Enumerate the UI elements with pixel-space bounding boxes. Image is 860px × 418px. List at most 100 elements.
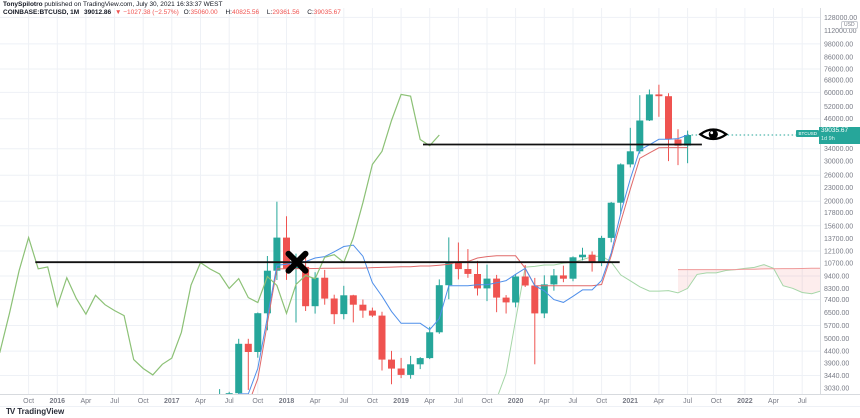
candle-2017-10	[254, 312, 262, 358]
published-byline: TonySpilotro published on TradingView.co…	[3, 1, 222, 9]
price-tick: 3900.00	[824, 361, 849, 368]
candle-2017-06	[219, 389, 221, 394]
price-tick: 34000.00	[824, 146, 853, 153]
eye-icon[interactable]	[698, 128, 729, 141]
candle-2019-10	[483, 264, 491, 302]
open-value: 35060.00	[190, 9, 218, 16]
time-tick: Jul	[339, 398, 348, 405]
time-tick: 2016	[50, 398, 66, 405]
candle-2017-08	[235, 338, 243, 394]
candle-2018-11	[378, 311, 386, 371]
time-tick: 2022	[737, 398, 753, 405]
low-label: L:	[266, 9, 273, 16]
time-tick: Oct	[482, 398, 493, 405]
price-tick: 10700.00	[824, 261, 853, 268]
grid	[0, 8, 820, 394]
time-tick: Oct	[596, 398, 607, 405]
candle-2019-09	[474, 260, 481, 296]
senkou-a-line[interactable]	[497, 255, 822, 399]
candle-2020-06	[559, 265, 567, 283]
candle-2019-06	[445, 237, 453, 300]
time-tick: Apr	[653, 398, 665, 405]
time-tick: Jul	[225, 398, 234, 405]
time-tick: Apr	[310, 398, 322, 405]
time-tick: 2020	[508, 398, 524, 405]
time-tick: Oct	[138, 398, 149, 405]
tradingview-logo[interactable]: TV TradingView	[6, 407, 64, 416]
last-price: 39012.86	[84, 9, 112, 16]
candle-2017-07	[225, 391, 233, 394]
time-tick: Oct	[252, 398, 263, 405]
time-tick: Jul	[454, 398, 463, 405]
candle-2020-03	[531, 277, 539, 365]
time-tick: Jul	[569, 398, 578, 405]
candle-2019-11	[493, 274, 501, 313]
price-tick: 112000.00	[824, 28, 857, 35]
candle-2019-12	[502, 295, 510, 314]
price-change: ▼ −1027.38 (−2.57%)	[114, 9, 179, 16]
price-tick: 98000.00	[824, 41, 853, 48]
candle-2017-05	[207, 397, 214, 418]
candle-2018-06	[330, 294, 338, 325]
price-tick: 52000.00	[824, 104, 853, 111]
time-tick: Jul	[798, 398, 807, 405]
bar-countdown: 1d 9h	[821, 136, 835, 142]
time-tick: Apr	[80, 398, 92, 405]
price-tick: 23000.00	[824, 185, 853, 192]
price-axis[interactable]: 128000.00 112000.00 98000.00 86000.00 76000.…	[824, 15, 857, 393]
price-tick: 68000.00	[824, 78, 853, 85]
open-label: O:	[183, 9, 191, 16]
price-tick: 13700.00	[824, 236, 853, 243]
time-tick: Oct	[23, 398, 34, 405]
candle-2020-11	[607, 201, 615, 243]
price-tick: 76000.00	[824, 67, 853, 74]
ichimoku-cloud	[678, 264, 820, 294]
candle-2018-08	[349, 294, 357, 323]
time-tick: Apr	[195, 398, 207, 405]
time-tick: Apr	[768, 398, 780, 405]
time-tick: Apr	[539, 398, 551, 405]
tenkan-line[interactable]	[238, 134, 688, 394]
candle-2020-08	[579, 247, 586, 261]
close-label: C:	[307, 9, 314, 16]
time-tick: Jul	[110, 398, 119, 405]
price-tick: 5700.00	[824, 323, 849, 330]
author-name: TonySpilotro	[3, 1, 43, 8]
candle-2021-01	[626, 127, 634, 168]
low-value: 29361.56	[272, 9, 300, 16]
time-tick: 2018	[279, 398, 295, 405]
price-tick: 3030.00	[824, 386, 849, 393]
high-value: 40825.56	[231, 9, 260, 16]
price-tick: 46000.00	[824, 116, 853, 123]
candle-2020-07	[569, 256, 577, 282]
tv-logo-icon: TV	[6, 407, 15, 416]
tv-logo-text: TradingView	[17, 407, 65, 416]
candle-2019-04	[426, 326, 434, 360]
symbol-title: COINBASE:BTCUSD, 1M	[3, 9, 80, 16]
price-tick: 15600.00	[824, 223, 853, 230]
currency-badge[interactable]: USD	[841, 21, 858, 29]
time-axis[interactable]: Oct 2016 Apr Jul Oct 2017 Apr Jul Oct 2018 Apr Jul O…	[23, 398, 807, 405]
candle-2020-12	[617, 163, 625, 214]
published-info: published on TradingView.com, July 30, 2…	[42, 1, 223, 8]
price-tick: 17800.00	[824, 210, 853, 217]
senkou-b-line[interactable]	[678, 267, 821, 271]
candle-2018-12	[388, 350, 395, 385]
candle-2019-08	[464, 249, 472, 278]
last-price-axis-label: 39035.67 1d 9h	[819, 127, 860, 144]
time-tick: Jul	[683, 398, 692, 405]
price-tick: 12100.00	[824, 249, 853, 256]
candle-2018-07	[340, 285, 348, 320]
candle-2018-05	[321, 269, 329, 305]
price-tick: 5000.00	[824, 336, 849, 343]
time-tick: Oct	[711, 398, 722, 405]
price-tick: 128000.00	[824, 15, 857, 22]
price-tick: 20000.00	[824, 199, 853, 206]
x-cross-marker[interactable]	[285, 250, 309, 274]
close-value: 39035.67	[313, 9, 341, 16]
price-tick: 4400.00	[824, 349, 849, 356]
chikou-line[interactable]	[0, 93, 440, 416]
